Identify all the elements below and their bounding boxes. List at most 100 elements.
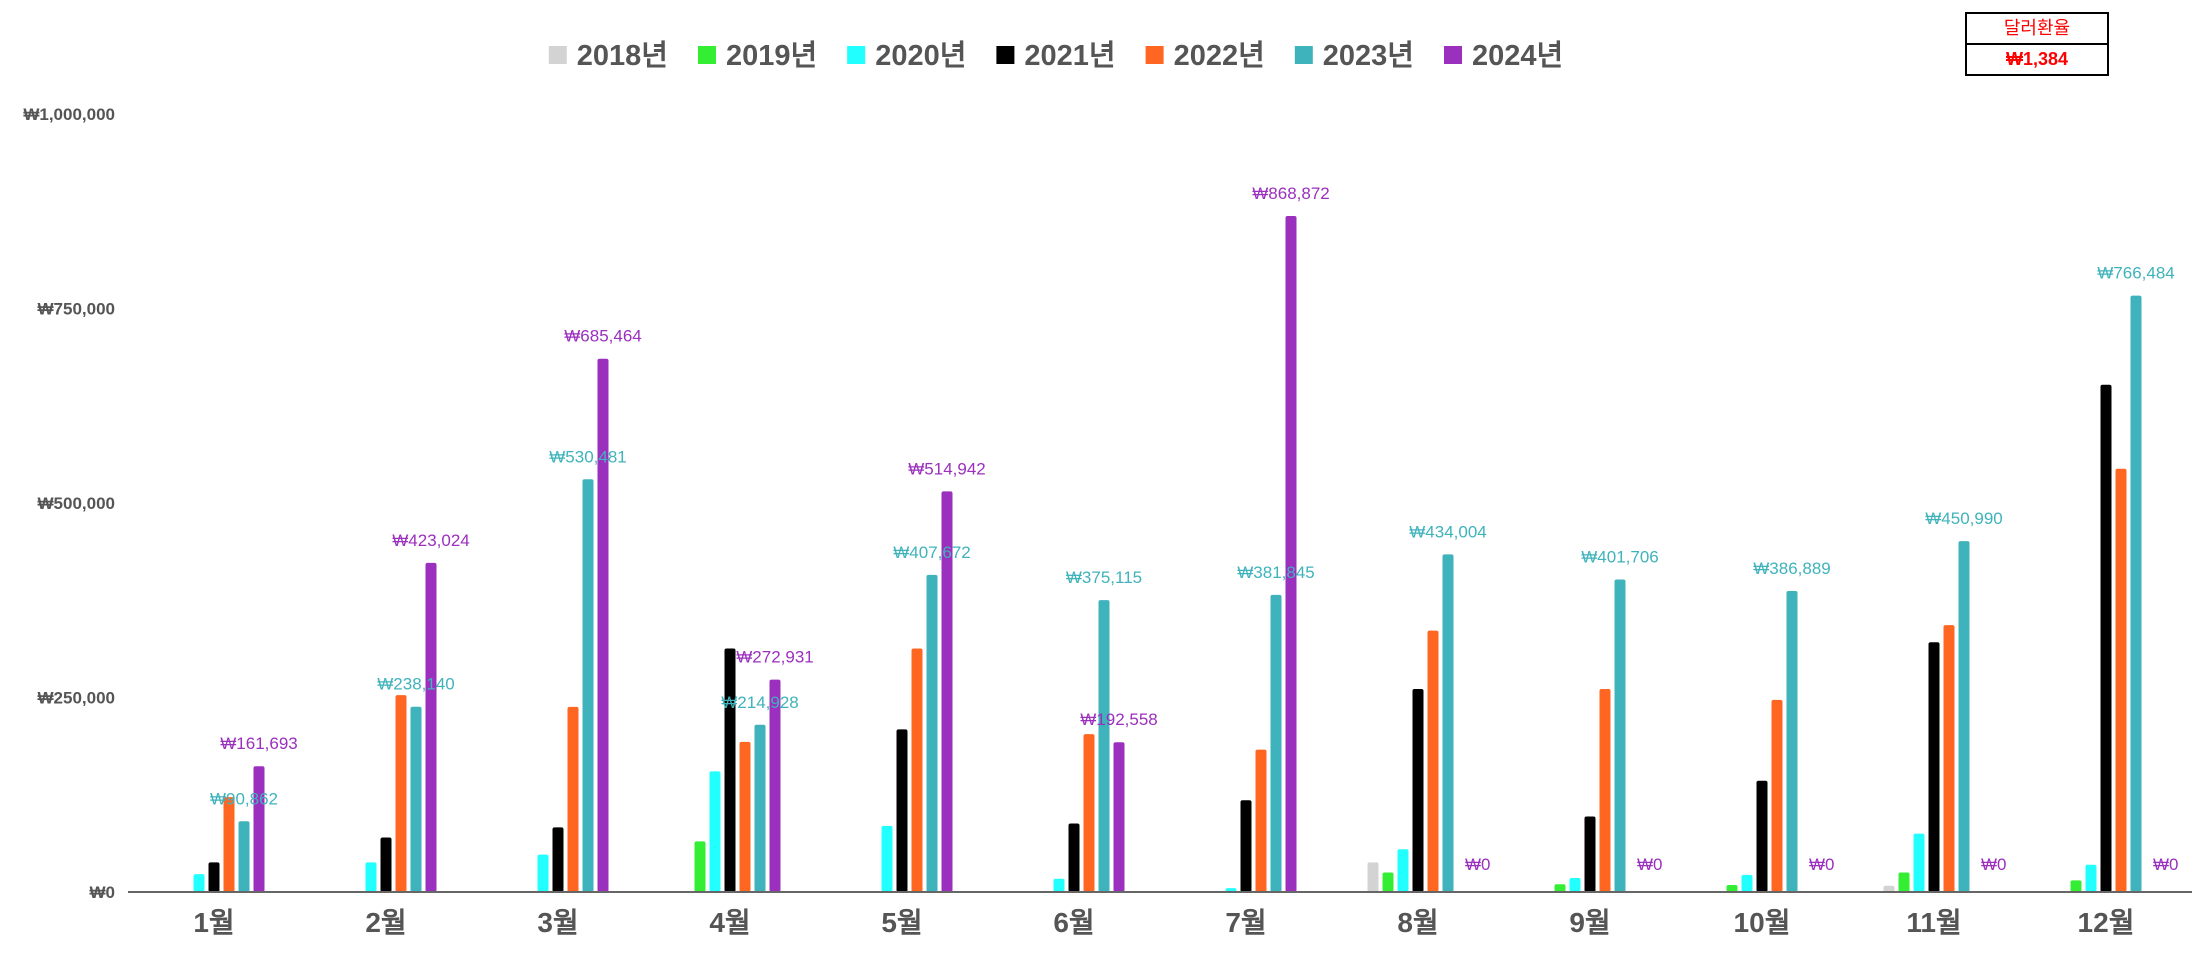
data-labels: ₩90,862 ₩161,693 ₩238,140 ₩423,024 ₩530,481 ₩… (210, 184, 2179, 874)
data-label: ₩381,845 (1237, 563, 1315, 582)
bar (1756, 780, 1768, 892)
y-tick-label: ₩1,000,000 (23, 105, 115, 124)
data-label: ₩161,693 (220, 734, 298, 753)
bar (1554, 884, 1566, 892)
bar (582, 479, 594, 892)
legend-label: 2021년 (1024, 39, 1115, 72)
data-label: ₩868,872 (1252, 184, 1330, 203)
bar (926, 574, 938, 892)
x-tick-label: 12월 (2078, 907, 2135, 938)
x-tick-label: 4월 (709, 907, 750, 938)
bar (1726, 884, 1738, 892)
legend-label: 2024년 (1472, 39, 1563, 72)
bar (896, 729, 908, 892)
x-tick-label: 8월 (1397, 907, 1438, 938)
x-tick-label: 10월 (1734, 907, 1791, 938)
data-label: ₩90,862 (210, 789, 278, 808)
bar (1397, 849, 1409, 892)
bar (193, 874, 205, 892)
bar (552, 827, 564, 892)
x-tick-label: 11월 (1906, 907, 1961, 938)
bar (2100, 384, 2112, 892)
legend-item: 2022년 (1145, 39, 1265, 72)
y-tick-label: ₩250,000 (38, 689, 116, 708)
bar (724, 648, 736, 892)
data-label: ₩766,484 (2097, 264, 2175, 283)
data-label: ₩0 (1809, 855, 1835, 874)
legend-swatch (697, 46, 716, 64)
bar (395, 695, 407, 892)
bar (1113, 742, 1125, 892)
data-label: ₩0 (1981, 855, 2007, 874)
bar (1958, 541, 1970, 892)
data-label: ₩0 (1465, 855, 1491, 874)
legend-item: 2021년 (996, 39, 1116, 72)
bars (193, 216, 2142, 893)
bar (1382, 872, 1394, 892)
data-label: ₩238,140 (377, 675, 455, 694)
data-label: ₩450,990 (1925, 509, 2003, 528)
data-label: ₩375,115 (1066, 568, 1142, 587)
legend-label: 2022년 (1174, 39, 1265, 72)
bar (1943, 625, 1955, 892)
x-axis: 1월 2월 3월 4월 5월 6월 7월 8월 9월 10월 11월 12월 (193, 907, 2134, 938)
data-label: ₩401,706 (1581, 547, 1659, 566)
bar (1584, 816, 1596, 892)
bar (2070, 880, 2082, 892)
data-label: ₩214,928 (721, 693, 799, 712)
bar (1614, 579, 1626, 892)
data-label: ₩530,481 (549, 447, 627, 466)
data-label: ₩0 (1637, 855, 1663, 874)
bar (1898, 872, 1910, 892)
legend-item: 2020년 (847, 39, 966, 72)
legend-swatch (548, 46, 567, 64)
bar (1883, 885, 1895, 892)
exchange-rate-box: 달러환율 ₩1,384 (1965, 12, 2109, 76)
data-label: ₩386,889 (1753, 559, 1831, 578)
bar (1427, 630, 1439, 892)
data-label: ₩0 (2153, 855, 2179, 874)
data-label: ₩434,004 (1409, 522, 1487, 541)
x-tick-label: 5월 (881, 907, 922, 938)
bar (1913, 833, 1925, 892)
y-axis: ₩0 ₩250,000 ₩500,000 ₩750,000 ₩1,000,000 (23, 105, 115, 902)
legend-item: 2023년 (1294, 39, 1414, 72)
bar (238, 821, 250, 892)
x-tick-label: 1월 (193, 907, 234, 938)
x-tick-label: 2월 (365, 907, 406, 938)
bar (567, 706, 579, 892)
legend-item: 2018년 (548, 39, 668, 72)
y-tick-label: ₩750,000 (38, 300, 116, 319)
legend-swatch (1145, 46, 1164, 64)
legend-swatch (847, 46, 866, 64)
bar (1741, 874, 1753, 892)
bar (1771, 699, 1783, 892)
legend-label: 2019년 (726, 39, 817, 72)
x-tick-label: 3월 (537, 907, 578, 938)
bar (1569, 877, 1581, 892)
legend-label: 2023년 (1323, 39, 1414, 72)
data-label: ₩272,931 (736, 648, 814, 667)
legend-swatch (996, 46, 1015, 64)
y-tick-label: ₩0 (90, 883, 116, 902)
legend-item: 2024년 (1444, 39, 1563, 72)
bar (1083, 734, 1095, 892)
bar (1367, 862, 1379, 892)
bar (1285, 216, 1297, 892)
bar (941, 491, 953, 892)
bar (537, 854, 549, 892)
bar (425, 562, 437, 892)
data-label: ₩192,558 (1080, 710, 1158, 729)
bar (881, 825, 893, 892)
bar (208, 862, 220, 892)
bar (911, 648, 923, 892)
bar (410, 706, 422, 892)
y-tick-label: ₩500,000 (38, 494, 116, 513)
bar (694, 841, 706, 892)
bar (2085, 864, 2097, 892)
bar (739, 741, 751, 892)
bar (2115, 468, 2127, 892)
legend-label: 2018년 (577, 39, 668, 72)
exchange-rate-label: 달러환율 (1967, 14, 2107, 45)
bar (1255, 749, 1267, 892)
